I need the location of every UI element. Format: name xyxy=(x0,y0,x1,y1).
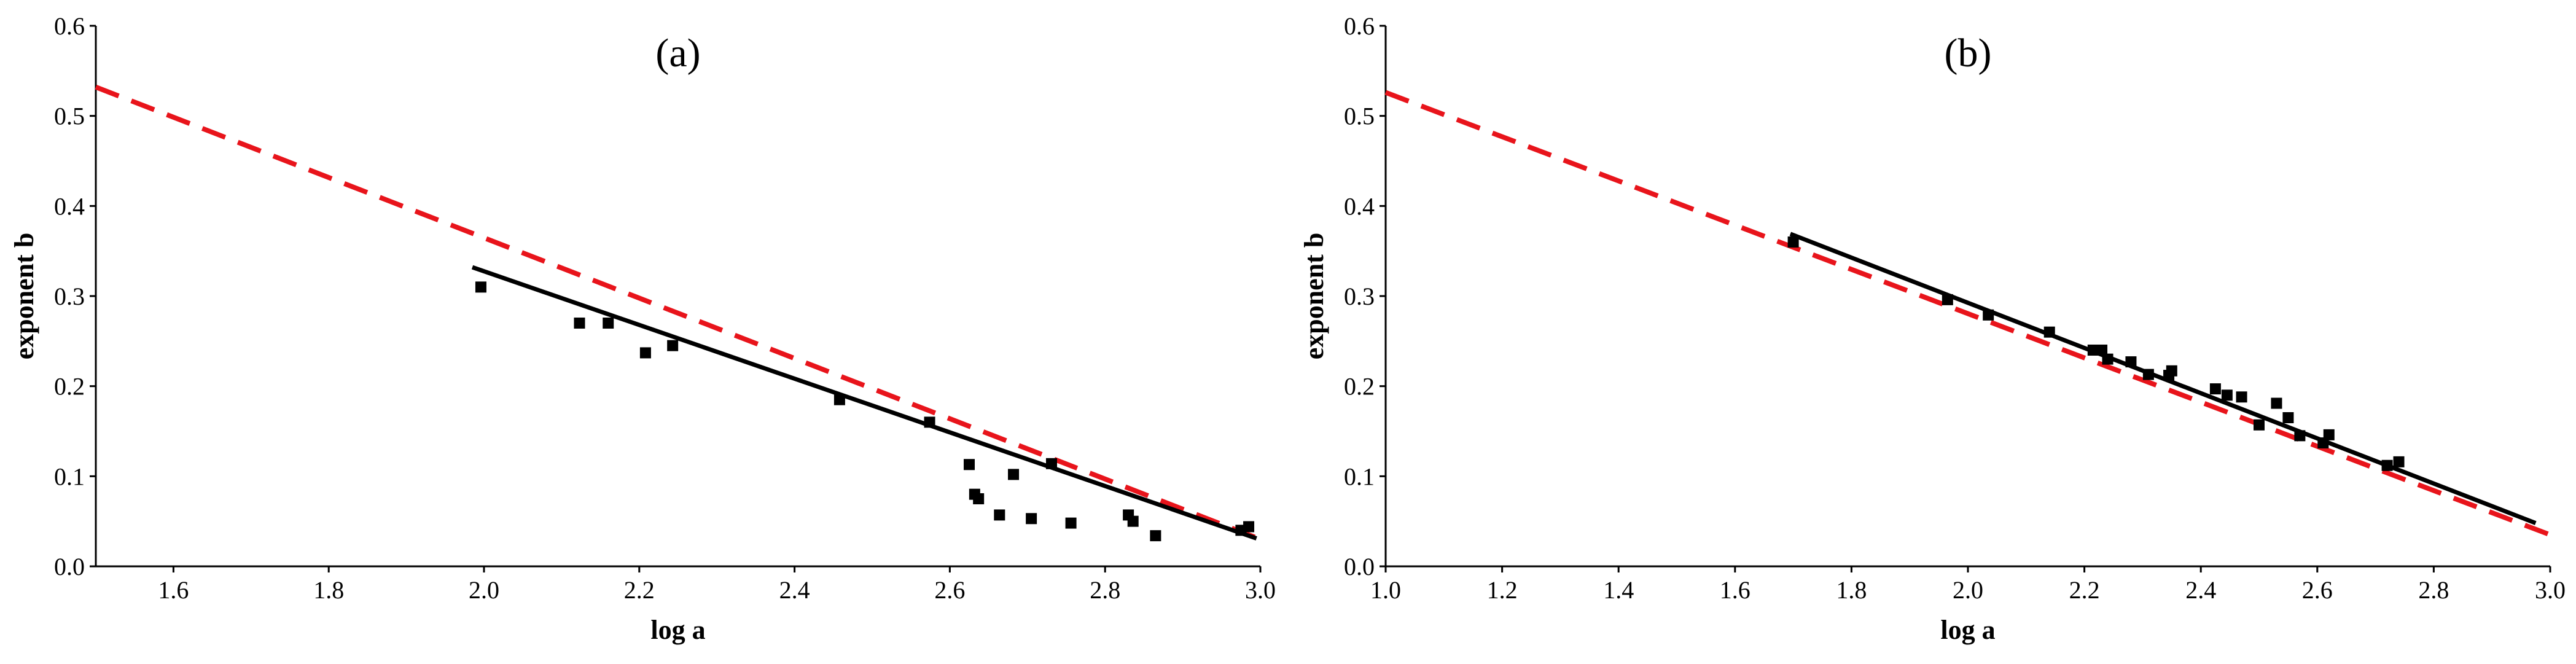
data-point xyxy=(2381,459,2393,471)
y-tick-label: 0.6 xyxy=(1344,12,1375,40)
y-tick-label: 0.6 xyxy=(54,12,85,40)
data-point xyxy=(1942,294,1953,305)
x-tick-label: 1.6 xyxy=(158,576,189,604)
data-point xyxy=(2166,365,2177,377)
data-point xyxy=(1127,515,1139,527)
y-tick-label: 0.3 xyxy=(54,283,85,310)
x-tick-label: 2.0 xyxy=(1953,576,1983,604)
data-point xyxy=(603,318,614,329)
panel-label: (b) xyxy=(1945,31,1992,76)
x-tick-label: 2.0 xyxy=(469,576,499,604)
y-tick-label: 0.4 xyxy=(54,192,85,220)
x-tick-label: 2.2 xyxy=(624,576,655,604)
x-tick-label: 3.0 xyxy=(2535,576,2566,604)
x-tick-label: 1.8 xyxy=(313,576,344,604)
data-point xyxy=(2236,391,2247,403)
dashed-reference-line xyxy=(1384,90,2551,537)
x-tick-label: 1.8 xyxy=(1836,576,1867,604)
data-point xyxy=(2271,397,2282,409)
x-tick-label: 2.8 xyxy=(2418,576,2449,604)
data-point xyxy=(994,509,1005,521)
x-tick-label: 2.2 xyxy=(2069,576,2100,604)
data-point xyxy=(2254,419,2265,431)
data-point xyxy=(2282,412,2294,423)
y-axis-title: exponent b xyxy=(1299,233,1329,360)
data-point xyxy=(1983,309,1994,321)
x-axis-title: log a xyxy=(650,615,705,645)
data-point xyxy=(2087,345,2099,356)
data-point xyxy=(2125,356,2137,368)
data-point xyxy=(2221,389,2233,401)
x-tick-label: 2.6 xyxy=(2302,576,2333,604)
data-point xyxy=(667,340,679,351)
panel-b: 0.0 0.1 0.2 0.3 0.4 0.5 0.6 1.0 1.2 1.4 1.6 1.8 2.0 2… xyxy=(1299,12,2566,645)
y-tick-label: 0.2 xyxy=(1344,373,1375,400)
data-point xyxy=(833,394,845,405)
data-point xyxy=(1045,458,1057,469)
panel-label: (a) xyxy=(655,31,700,76)
y-tick-label: 0.0 xyxy=(54,553,85,580)
data-point xyxy=(2043,326,2055,338)
data-point xyxy=(639,347,651,359)
y-tick-label: 0.2 xyxy=(54,373,85,400)
x-tick-label: 1.2 xyxy=(1487,576,1518,604)
data-point xyxy=(1008,469,1020,480)
data-point xyxy=(1243,521,1255,533)
fit-line xyxy=(1789,232,2537,525)
y-tick-label: 0.1 xyxy=(1344,463,1375,490)
data-point xyxy=(1065,517,1077,529)
data-point xyxy=(2209,383,2221,395)
data-point xyxy=(574,318,585,329)
panel-a: 0.0 0.1 0.2 0.3 0.4 0.5 0.6 1.6 1.8 2.0 2.2 2.4 2.6 2… xyxy=(9,12,1276,645)
x-tick-label: 3.0 xyxy=(1245,576,1276,604)
data-point xyxy=(924,416,935,428)
data-point xyxy=(973,493,985,504)
data-point xyxy=(2142,369,2154,380)
y-tick-label: 0.5 xyxy=(1344,103,1375,130)
y-tick-label: 0.3 xyxy=(1344,283,1375,310)
fit-line xyxy=(471,265,1257,541)
data-point xyxy=(2393,456,2405,467)
x-tick-label: 2.4 xyxy=(2185,576,2216,604)
y-tick-label: 0.4 xyxy=(1344,192,1375,220)
data-point xyxy=(1150,530,1161,542)
x-axis-title: log a xyxy=(1940,615,1995,645)
data-point xyxy=(1787,236,1799,248)
data-point xyxy=(2096,345,2108,356)
data-point xyxy=(1026,513,1037,525)
data-point xyxy=(475,281,486,293)
data-point xyxy=(964,459,975,471)
data-point xyxy=(2294,430,2306,442)
data-point xyxy=(2323,429,2335,440)
x-tick-label: 2.6 xyxy=(934,576,965,604)
data-point xyxy=(2102,353,2113,365)
x-tick-label: 1.4 xyxy=(1603,576,1634,604)
x-tick-label: 1.6 xyxy=(1720,576,1751,604)
y-tick-label: 0.5 xyxy=(54,103,85,130)
dashed-reference-line xyxy=(95,85,1262,542)
y-tick-label: 0.0 xyxy=(1344,553,1375,580)
y-axis-title: exponent b xyxy=(9,233,39,360)
x-tick-label: 1.0 xyxy=(1370,576,1401,604)
x-tick-label: 2.8 xyxy=(1090,576,1120,604)
x-tick-label: 2.4 xyxy=(779,576,810,604)
y-tick-label: 0.1 xyxy=(54,463,85,490)
